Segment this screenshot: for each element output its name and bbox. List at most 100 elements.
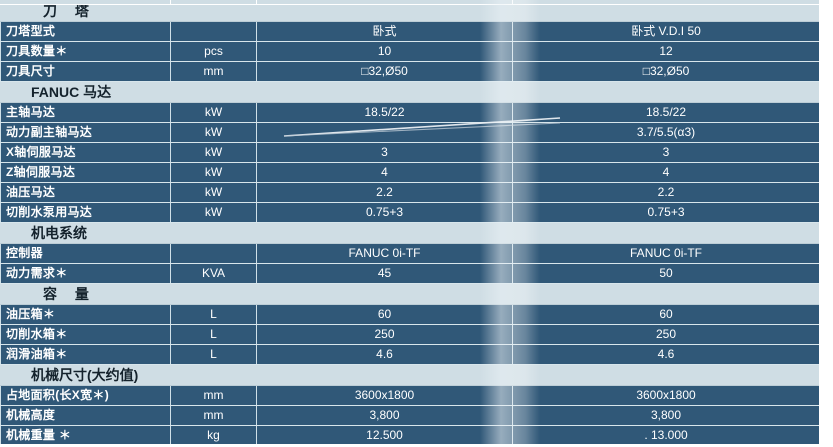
section-header-row: 机电系统 — [0, 222, 821, 244]
spec-row-label: 机械重量 ＊ — [0, 425, 171, 446]
spec-row-value-b: 4.6 — [512, 344, 821, 365]
spec-row-value-b: 2.2 — [512, 182, 821, 203]
spec-row-value-a: 4 — [256, 162, 514, 183]
spec-row: 切削水泵用马达 kW 0.75+3 0.75+3 — [0, 202, 821, 223]
spec-row-unit: kW — [169, 202, 258, 223]
spec-row-label: 占地面积(长X宽＊) — [0, 385, 171, 406]
section-header-filler-a — [256, 222, 514, 244]
spec-row-value-a: FANUC 0i-TF — [256, 243, 514, 264]
spec-row-unit: kW — [169, 102, 258, 123]
right-page-margin — [819, 0, 833, 447]
spec-row-value-a: 3 — [256, 142, 514, 163]
spec-row-label: 切削水箱＊ — [0, 324, 171, 345]
spec-row: 润滑油箱＊ L 4.6 4.6 — [0, 344, 821, 365]
spec-row: 刀塔型式 卧式 卧式 V.D.I 50 — [0, 21, 821, 42]
spec-row-label: 润滑油箱＊ — [0, 344, 171, 365]
spec-row-label: 主轴马达 — [0, 102, 171, 123]
section-header-filler-a — [256, 0, 514, 22]
spec-row-value-b: 3600x1800 — [512, 385, 821, 406]
spec-row-label: 刀塔型式 — [0, 21, 171, 42]
spec-row: 刀具数量＊ pcs 10 12 — [0, 41, 821, 62]
section-header-label: 机电系统 — [0, 222, 258, 244]
spec-row-value-a: 0.75+3 — [256, 202, 514, 223]
spec-row: 切削水箱＊ L 250 250 — [0, 324, 821, 345]
spec-row-label: 油压马达 — [0, 182, 171, 203]
section-header-filler-a — [256, 283, 514, 305]
spec-row-value-a: 3600x1800 — [256, 385, 514, 406]
section-header-row: FANUC 马达 — [0, 81, 821, 103]
spec-row-value-b: 12 — [512, 41, 821, 62]
spec-row-value-a: 卧式 — [256, 21, 514, 42]
spec-row-value-b: 卧式 V.D.I 50 — [512, 21, 821, 42]
spec-row: 机械重量 ＊ kg 12.500. 13.000 — [0, 425, 821, 446]
top-partial-row — [0, 0, 819, 5]
spec-row-value-a: 250 — [256, 324, 514, 345]
spec-row-label: Z轴伺服马达 — [0, 162, 171, 183]
spec-row-unit: kW — [169, 182, 258, 203]
spec-row-value-a: □32,Ø50 — [256, 61, 514, 82]
spec-row-label: 切削水泵用马达 — [0, 202, 171, 223]
top-partial-row-gridlines — [0, 0, 819, 4]
spec-row-value-b: . 13.000 — [512, 425, 821, 446]
spec-row-value-a: 3,800 — [256, 405, 514, 426]
section-header-label: 机械尺寸(大约值) — [0, 364, 258, 386]
spec-row-value-a: 10 — [256, 41, 514, 62]
spec-row-unit: L — [169, 304, 258, 325]
spec-row-label: X轴伺服马达 — [0, 142, 171, 163]
spec-row-unit: L — [169, 324, 258, 345]
spec-row: 动力需求＊ KVA 45 50 — [0, 263, 821, 284]
spec-row-value-a: 2.2 — [256, 182, 514, 203]
spec-row-unit: mm — [169, 385, 258, 406]
spec-row-value-b: FANUC 0i-TF — [512, 243, 821, 264]
spec-row-unit: pcs — [169, 41, 258, 62]
spec-row-unit: KVA — [169, 263, 258, 284]
spec-row-value-b: 3,800 — [512, 405, 821, 426]
spec-row-label: 控制器 — [0, 243, 171, 264]
section-header-label: FANUC 马达 — [0, 81, 258, 103]
spec-row-label: 油压箱＊ — [0, 304, 171, 325]
spec-row: X轴伺服马达 kW 3 3 — [0, 142, 821, 163]
spec-row: 控制器 FANUC 0i-TF FANUC 0i-TF — [0, 243, 821, 264]
spec-row: 油压马达 kW 2.2 2.2 — [0, 182, 821, 203]
spec-row-value-b: 3.7/5.5(α3) — [512, 122, 821, 143]
section-header-label: 容 量 — [0, 283, 258, 305]
spec-row-value-b: 0.75+3 — [512, 202, 821, 223]
spec-row-unit: mm — [169, 61, 258, 82]
section-header-filler-a — [256, 364, 514, 386]
spec-row-value-a: 45 — [256, 263, 514, 284]
section-header-filler-b — [512, 222, 821, 244]
spec-row-value-a — [256, 122, 514, 143]
spec-row: 机械高度 mm 3,800 3,800 — [0, 405, 821, 426]
section-header-row: 机械尺寸(大约值) — [0, 364, 821, 386]
spec-row: 刀具尺寸 mm □32,Ø50 □32,Ø50 — [0, 61, 821, 82]
spec-row-value-b: 250 — [512, 324, 821, 345]
spec-row-unit: kg — [169, 425, 258, 446]
spec-row-unit: mm — [169, 405, 258, 426]
spec-row-value-b: 4 — [512, 162, 821, 183]
spec-row-value-b: □32,Ø50 — [512, 61, 821, 82]
spec-row: 油压箱＊ L 60 60 — [0, 304, 821, 325]
spec-row-label: 刀具数量＊ — [0, 41, 171, 62]
spec-row-unit: kW — [169, 122, 258, 143]
spec-row: 占地面积(长X宽＊) mm 3600x1800 3600x1800 — [0, 385, 821, 406]
section-header-row: 容 量 — [0, 283, 821, 305]
spec-row-label: 动力需求＊ — [0, 263, 171, 284]
spec-row-value-a: 12.500 — [256, 425, 514, 446]
spec-row-value-a: 18.5/22 — [256, 102, 514, 123]
spec-row-label: 动力副主轴马达 — [0, 122, 171, 143]
spec-row-value-b: 60 — [512, 304, 821, 325]
spec-row-value-b: 18.5/22 — [512, 102, 821, 123]
section-header-filler-a — [256, 81, 514, 103]
spec-row-unit: kW — [169, 162, 258, 183]
spec-row-unit — [169, 21, 258, 42]
spec-row-value-a: 60 — [256, 304, 514, 325]
spec-row-label: 刀具尺寸 — [0, 61, 171, 82]
spec-row-unit — [169, 243, 258, 264]
section-header-filler-b — [512, 364, 821, 386]
section-header-filler-b — [512, 81, 821, 103]
bottom-page-margin — [0, 444, 819, 447]
spec-row: 主轴马达 kW 18.5/22 18.5/22 — [0, 102, 821, 123]
